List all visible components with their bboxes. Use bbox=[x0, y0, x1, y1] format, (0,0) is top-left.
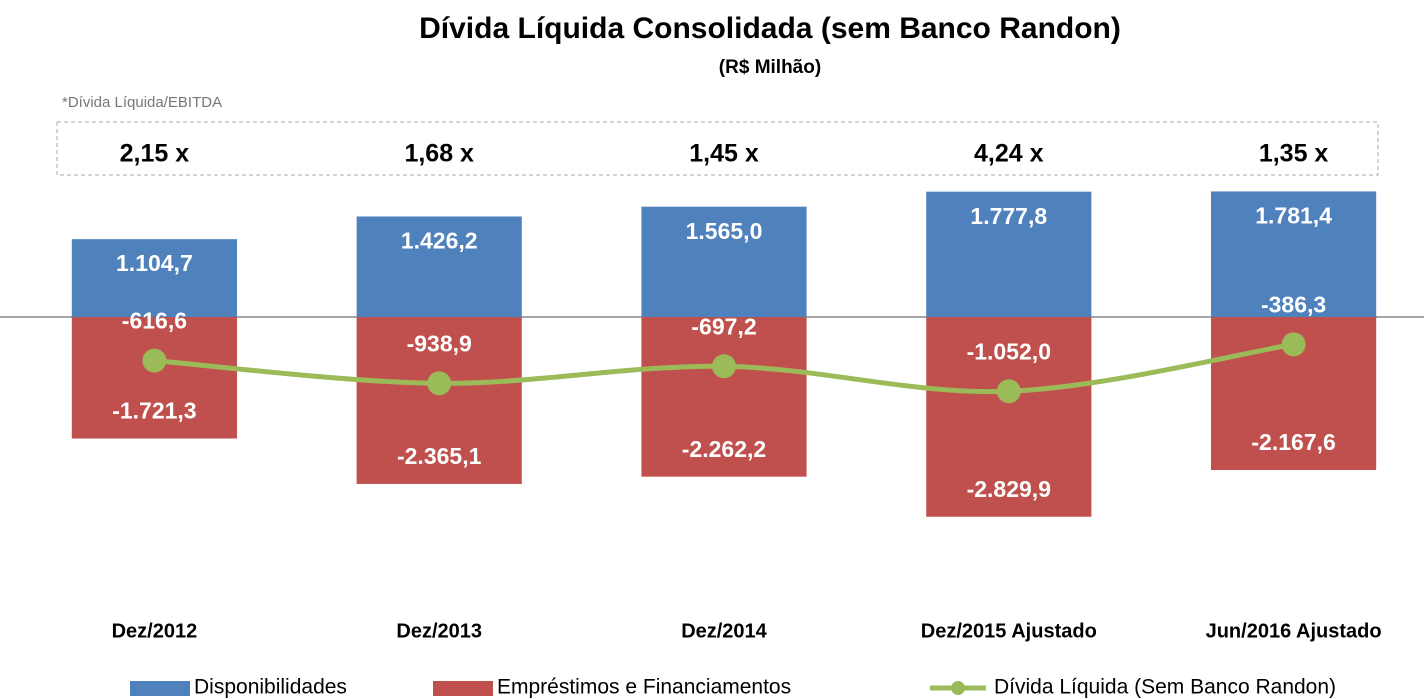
value-label: -2.365,1 bbox=[397, 443, 482, 469]
value-label: -386,3 bbox=[1261, 291, 1326, 317]
chart-title: Dívida Líquida Consolidada (sem Banco Ra… bbox=[419, 12, 1121, 45]
legend-swatch bbox=[951, 681, 965, 695]
legend-label: Disponibilidades bbox=[194, 676, 347, 699]
legend-swatch bbox=[130, 681, 190, 696]
line-point bbox=[1281, 332, 1306, 357]
value-label: -1.052,0 bbox=[967, 338, 1051, 364]
x-tick-label: Jun/2016 Ajustado bbox=[1206, 620, 1382, 642]
value-label: 1.565,0 bbox=[686, 218, 763, 244]
value-label: -616,6 bbox=[122, 308, 187, 334]
value-label: 1.426,2 bbox=[401, 228, 478, 254]
legend-swatch bbox=[433, 681, 493, 696]
chart-subtitle: (R$ Milhão) bbox=[719, 57, 821, 78]
note: *Dívida Líquida/EBITDA bbox=[62, 94, 222, 111]
legend-label: Dívida Líquida (Sem Banco Randon) bbox=[994, 676, 1336, 699]
value-label: -938,9 bbox=[407, 330, 472, 356]
value-label: 1.781,4 bbox=[1255, 202, 1332, 228]
ratio-box bbox=[56, 121, 1379, 176]
value-label: -2.829,9 bbox=[967, 476, 1051, 502]
bar bbox=[71, 239, 237, 318]
ratio-annotation: 1,35 x bbox=[1259, 140, 1329, 168]
line-point bbox=[996, 379, 1021, 404]
value-label: -1.721,3 bbox=[112, 398, 196, 424]
value-label: -2.262,2 bbox=[682, 436, 766, 462]
x-tick-label: Dez/2012 bbox=[112, 620, 198, 642]
line-point bbox=[142, 348, 167, 373]
value-label: 1.777,8 bbox=[970, 203, 1047, 229]
bar bbox=[641, 317, 807, 477]
value-label: 1.104,7 bbox=[116, 250, 193, 276]
bar bbox=[926, 317, 1092, 517]
value-label: -697,2 bbox=[691, 313, 756, 339]
x-tick-label: Dez/2013 bbox=[396, 620, 482, 642]
line-point bbox=[427, 371, 452, 396]
legend-label: Empréstimos e Financiamentos bbox=[497, 676, 791, 699]
bar bbox=[1211, 191, 1377, 318]
ratio-annotation: 1,68 x bbox=[404, 140, 474, 168]
ratio-annotation: 2,15 x bbox=[120, 140, 190, 168]
ratio-annotation: 1,45 x bbox=[689, 140, 759, 168]
bar bbox=[356, 317, 522, 484]
line-point bbox=[712, 354, 736, 379]
bar bbox=[641, 206, 807, 318]
value-label: -2.167,6 bbox=[1251, 429, 1335, 455]
bar bbox=[71, 317, 237, 439]
ratio-annotation: 4,24 x bbox=[974, 140, 1044, 168]
x-tick-label: Dez/2015 Ajustado bbox=[921, 620, 1097, 642]
bar bbox=[356, 216, 522, 318]
x-tick-label: Dez/2014 bbox=[681, 620, 767, 642]
bar bbox=[926, 191, 1092, 318]
